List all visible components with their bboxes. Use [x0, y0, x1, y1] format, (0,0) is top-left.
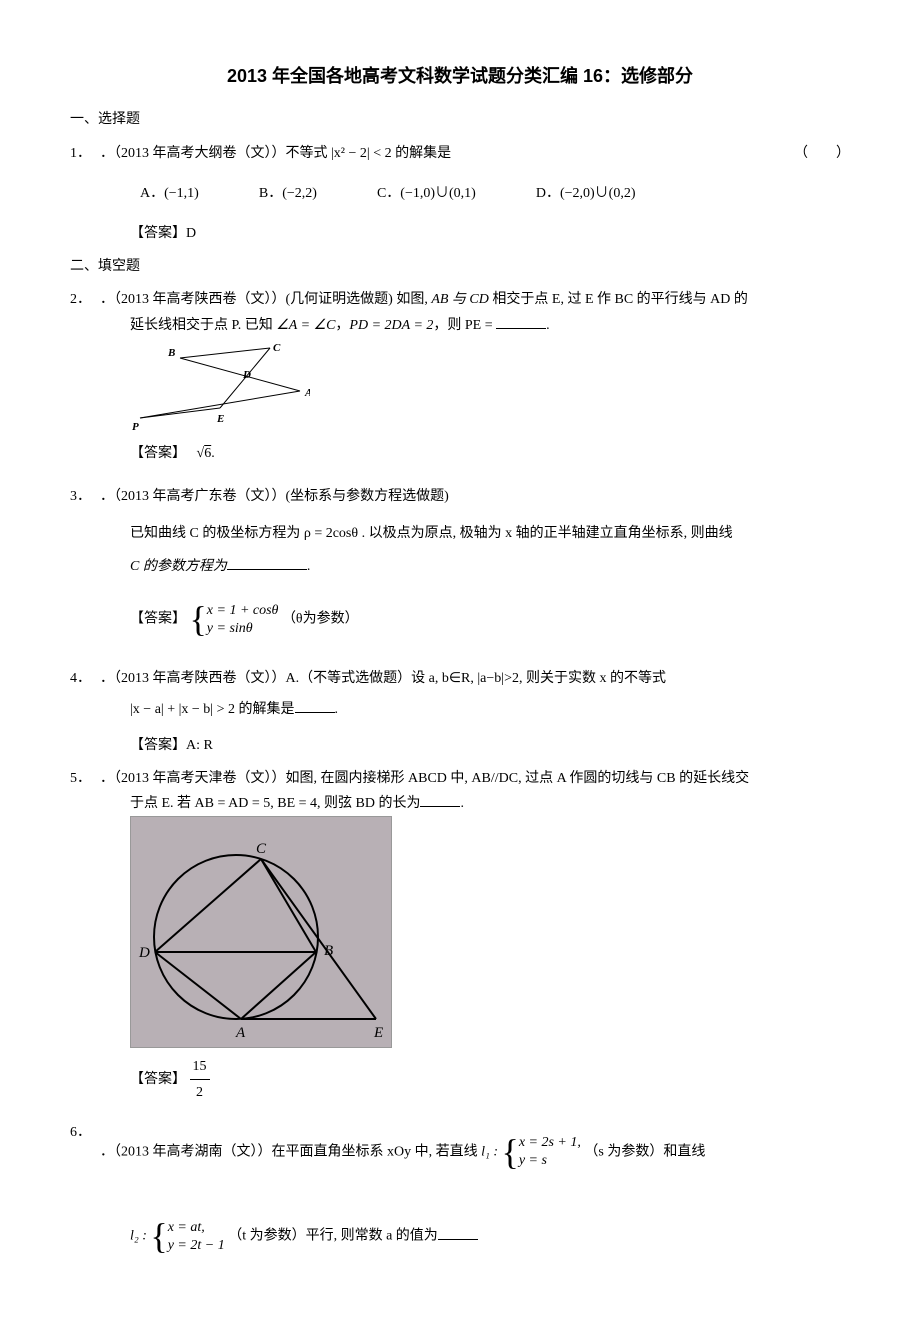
q3-line2: 已知曲线 C 的极坐标方程为 ρ = 2cosθ . 以极点为原点, 极轴为 x…	[130, 526, 733, 541]
q1-opt-c-label: C．	[377, 186, 400, 201]
q6-l1x: x = 2s + 1,	[519, 1135, 581, 1150]
q5-line2: 于点 E. 若 AB = AD = 5, BE = 4, 则弦 BD 的长为	[130, 796, 420, 811]
svg-text:B: B	[167, 347, 175, 359]
page-title: 2013 年全国各地高考文科数学试题分类汇编 16：选修部分	[70, 60, 850, 92]
q6-l2y: y = 2t − 1	[168, 1238, 225, 1253]
q4-expr: |x − a| + |x − b| > 2	[130, 702, 235, 717]
q2-seg1: AB 与 CD	[431, 292, 489, 307]
svg-text:D: D	[138, 945, 150, 961]
q4-answer-value: A: R	[186, 738, 213, 753]
svg-text:B: B	[324, 943, 333, 959]
q3-text: ．（2013 年高考广东卷（文））(坐标系与参数方程选做题)	[100, 489, 449, 504]
period: .	[307, 559, 311, 574]
answer-label: 【答案】	[130, 612, 186, 627]
q1-opt-a: (−1,1)	[164, 186, 199, 201]
q4-number: 4．	[70, 666, 91, 691]
section-1-header: 一、选择题	[70, 107, 850, 132]
q2-answer: 【答案】 6.	[70, 441, 850, 466]
q1-options: A．(−1,1) B．(−2,2) C．(−1,0)∪(0,1) D．(−2,0…	[70, 181, 850, 206]
q6-text: ．（2013 年高考湖南（文））在平面直角坐标系 xOy 中, 若直线	[100, 1144, 481, 1159]
q3-blank	[227, 555, 307, 570]
svg-text:E: E	[373, 1025, 383, 1041]
q6-l1: l₁ :	[481, 1144, 498, 1159]
q1-text2: 的解集是	[395, 146, 451, 161]
svg-text:D: D	[242, 369, 251, 381]
q2-figure: B C D A E P	[130, 343, 850, 433]
q2-text-b: 相交于点 E, 过 E 作 BC 的平行线与 AD 的	[489, 292, 748, 307]
period: .	[460, 796, 464, 811]
section-2-header: 二、填空题	[70, 254, 850, 279]
q2-line2b: 则 PE =	[447, 318, 496, 333]
q5-answer: 【答案】 15 2	[70, 1054, 850, 1105]
question-6: 6． ．（2013 年高考湖南（文））在平面直角坐标系 xOy 中, 若直线 l…	[70, 1120, 850, 1270]
q6-number: 6．	[70, 1120, 91, 1145]
q6-l1y: y = s	[519, 1153, 547, 1168]
q3-answer: 【答案】 { x = 1 + cosθ y = sinθ （θ为参数）	[70, 587, 850, 652]
q5-figure: C D B A E	[130, 816, 392, 1048]
q2-text-a: ．（2013 年高考陕西卷（文））(几何证明选做题) 如图,	[100, 292, 431, 307]
q4-answer: 【答案】A: R	[70, 733, 850, 758]
q1-opt-d-label: D．	[536, 186, 560, 201]
q4-text: ．（2013 年高考陕西卷（文））A.（不等式选做题）设 a, b∈R, |a−…	[100, 671, 666, 686]
svg-text:A: A	[304, 387, 310, 399]
q1-opt-c: (−1,0)∪(0,1)	[400, 186, 476, 201]
q1-expr: |x² − 2| < 2	[331, 146, 392, 161]
comma: ，	[335, 318, 349, 333]
answer-label: 【答案】	[130, 1072, 186, 1087]
period: .	[211, 446, 215, 461]
q6-l2: l₂ :	[130, 1229, 147, 1244]
q6-l2x: x = at,	[168, 1220, 205, 1235]
q1-answer: 【答案】D	[70, 221, 850, 246]
question-1: 1． ．（2013 年高考大纲卷（文））不等式 |x² − 2| < 2 的解集…	[70, 141, 850, 247]
q3-line3: C 的参数方程为	[130, 559, 227, 574]
q2-eq2: PD = 2DA = 2	[349, 318, 433, 333]
answer-label: 【答案】	[130, 738, 186, 753]
question-2: 2． ．（2013 年高考陕西卷（文））(几何证明选做题) 如图, AB 与 C…	[70, 287, 850, 466]
q4-text-b: 的解集是	[235, 702, 295, 717]
question-3: 3． ．（2013 年高考广东卷（文））(坐标系与参数方程选做题) 已知曲线 C…	[70, 484, 850, 652]
q1-opt-a-label: A．	[140, 186, 164, 201]
q2-blank	[496, 314, 546, 329]
answer-label: 【答案】	[130, 446, 186, 461]
q4-blank	[295, 698, 335, 713]
q3-number: 3．	[70, 484, 91, 509]
q1-text: ．（2013 年高考大纲卷（文））不等式	[100, 146, 328, 161]
q5-number: 5．	[70, 766, 91, 791]
q3-eq-y: y = sinθ	[207, 621, 253, 636]
svg-text:E: E	[216, 413, 224, 425]
q5-answer-den: 2	[190, 1080, 210, 1105]
q1-opt-d: (−2,0)∪(0,2)	[560, 186, 636, 201]
svg-text:C: C	[256, 841, 267, 857]
q3-eq-x: x = 1 + cosθ	[207, 603, 279, 618]
question-5: 5． ．（2013 年高考天津卷（文））如图, 在圆内接梯形 ABCD 中, A…	[70, 766, 850, 1106]
q6-l2-note: （t 为参数）平行, 则常数 a 的值为	[228, 1229, 438, 1244]
q1-opt-b: (−2,2)	[282, 186, 317, 201]
q2-line2a: 延长线相交于点 P. 已知	[130, 318, 276, 333]
period: .	[546, 318, 550, 333]
question-4: 4． ．（2013 年高考陕西卷（文））A.（不等式选做题）设 a, b∈R, …	[70, 666, 850, 758]
answer-label: 【答案】	[130, 226, 186, 241]
svg-text:C: C	[273, 343, 281, 354]
comma2: ，	[433, 318, 447, 333]
q2-number: 2．	[70, 287, 91, 312]
q6-l1-note: （s 为参数）和直线	[584, 1144, 705, 1159]
q2-eq1: ∠A = ∠C	[276, 318, 335, 333]
svg-text:A: A	[235, 1025, 246, 1041]
q1-answer-value: D	[186, 226, 196, 241]
q5-text: ．（2013 年高考天津卷（文））如图, 在圆内接梯形 ABCD 中, AB//…	[100, 771, 749, 786]
q5-answer-num: 15	[190, 1054, 210, 1080]
period: .	[335, 702, 339, 717]
q6-blank	[438, 1225, 478, 1240]
q3-note: （θ为参数）	[282, 612, 359, 627]
q1-opt-b-label: B．	[259, 186, 282, 201]
q5-blank	[420, 792, 460, 807]
svg-text:P: P	[132, 421, 139, 433]
q1-paren: （ ）	[794, 141, 850, 166]
q1-number: 1．	[70, 141, 91, 166]
